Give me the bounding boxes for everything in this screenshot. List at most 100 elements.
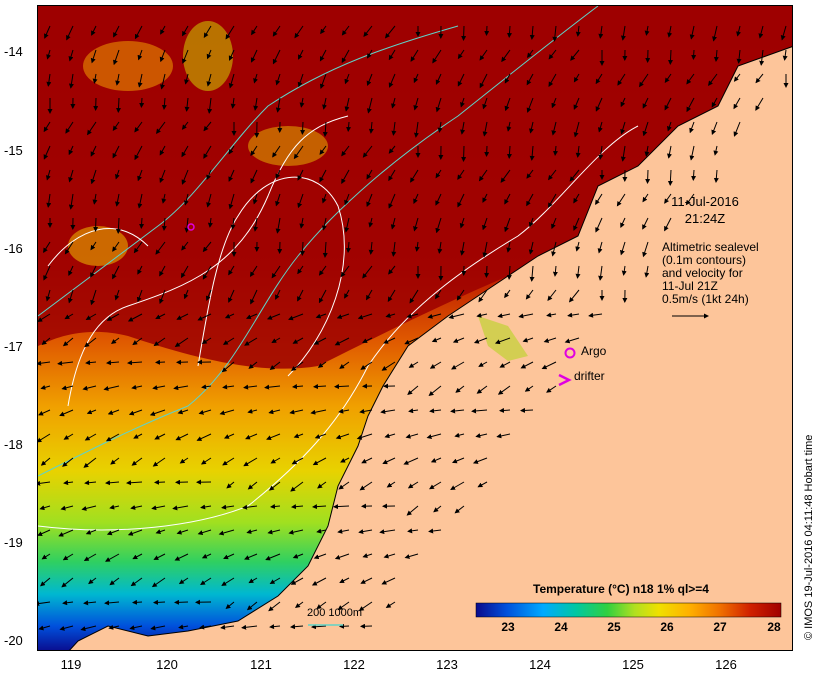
valid-date: 11-Jul-2016 <box>671 194 739 209</box>
velocity-arrow <box>46 193 52 208</box>
velocity-arrow <box>383 337 396 344</box>
velocity-arrow <box>344 193 350 206</box>
velocity-arrow <box>457 193 465 208</box>
x-tick: 124 <box>529 657 551 672</box>
velocity-arrow <box>103 385 120 391</box>
sst-map <box>37 5 793 651</box>
velocity-arrow <box>457 73 465 87</box>
velocity-arrow <box>476 385 488 394</box>
velocity-arrow <box>275 169 281 180</box>
velocity-arrow <box>201 337 212 344</box>
velocity-arrow <box>275 289 281 300</box>
velocity-arrow <box>664 73 672 84</box>
velocity-arrow <box>366 169 373 180</box>
velocity-arrow <box>598 265 604 281</box>
velocity-arrow <box>40 577 51 587</box>
velocity-arrow <box>152 457 166 467</box>
velocity-arrow <box>223 553 235 560</box>
velocity-arrow <box>344 217 350 233</box>
velocity-arrow <box>222 457 235 466</box>
velocity-arrow <box>410 49 419 62</box>
colorbar-tick: 25 <box>607 620 621 634</box>
argo-marker-small <box>187 223 195 231</box>
velocity-arrow <box>107 409 120 415</box>
velocity-arrow <box>620 145 626 162</box>
velocity-arrow <box>228 265 235 276</box>
velocity-arrow <box>758 25 764 39</box>
velocity-arrow <box>159 49 166 63</box>
velocity-arrow <box>83 600 97 606</box>
velocity-arrow <box>155 359 166 365</box>
velocity-arrow <box>293 433 304 439</box>
velocity-arrow <box>224 313 235 319</box>
velocity-arrow <box>139 217 145 229</box>
colorbar-tick: 26 <box>660 620 674 634</box>
velocity-arrow <box>334 337 350 346</box>
velocity-arrow <box>85 360 97 366</box>
velocity-arrow <box>381 577 396 585</box>
velocity-arrow <box>270 504 281 509</box>
velocity-arrow <box>130 577 143 587</box>
velocity-arrow <box>110 457 120 465</box>
velocity-arrow <box>407 481 419 489</box>
velocity-arrow <box>297 169 304 181</box>
velocity-arrow <box>181 25 189 37</box>
velocity-arrow <box>506 145 512 159</box>
velocity-arrow <box>388 49 396 61</box>
velocity-arrow <box>90 169 97 185</box>
legend-text: Altimetric sealevel (0.1m contours) and … <box>662 241 759 306</box>
velocity-arrow <box>68 193 74 210</box>
velocity-arrow <box>639 73 649 88</box>
x-tick: 123 <box>436 657 458 672</box>
velocity-arrow <box>497 385 511 395</box>
velocity-arrow <box>782 49 788 61</box>
warm-patch <box>68 226 128 266</box>
velocity-arrow <box>526 73 534 86</box>
velocity-arrow <box>250 169 258 184</box>
velocity-arrow <box>573 73 580 83</box>
velocity-arrow <box>112 265 120 280</box>
velocity-arrow <box>429 481 442 490</box>
velocity-arrow <box>57 360 74 366</box>
velocity-arrow <box>340 265 350 278</box>
x-tick: 120 <box>156 657 178 672</box>
velocity-arrow <box>44 25 51 39</box>
velocity-arrow <box>344 289 350 299</box>
velocity-arrow <box>183 193 189 206</box>
velocity-arrow <box>319 169 327 183</box>
velocity-arrow <box>159 265 166 277</box>
velocity-arrow <box>368 217 374 228</box>
velocity-arrow <box>524 385 534 392</box>
velocity-arrow <box>388 265 396 275</box>
velocity-arrow <box>105 480 120 486</box>
x-tick: 119 <box>60 657 82 672</box>
velocity-arrow <box>407 528 419 534</box>
velocity-arrow <box>223 433 235 439</box>
velocity-arrow <box>176 529 189 535</box>
gulf-water <box>478 316 528 361</box>
velocity-arrow <box>413 217 419 232</box>
velocity-arrow <box>322 97 327 110</box>
velocity-arrow <box>357 313 373 320</box>
velocity-arrow <box>58 529 74 537</box>
velocity-arrow <box>201 384 212 390</box>
velocity-arrow <box>91 25 97 36</box>
velocity-arrow <box>105 553 120 562</box>
velocity-arrow <box>248 577 258 584</box>
velocity-arrow <box>206 193 212 208</box>
velocity-arrow <box>548 49 557 60</box>
velocity-arrow <box>478 289 488 303</box>
velocity-arrow <box>80 625 97 632</box>
velocity-arrow <box>292 337 304 344</box>
legend-line: 0.5m/s (1kt 24h) <box>662 292 749 306</box>
velocity-arrow <box>244 337 258 346</box>
velocity-arrow <box>297 265 304 275</box>
velocity-arrow <box>46 49 52 60</box>
velocity-arrow <box>366 73 373 87</box>
velocity-arrow <box>137 265 143 275</box>
warm-patch <box>83 41 173 91</box>
velocity-arrow <box>269 481 281 491</box>
velocity-arrow <box>541 361 557 370</box>
velocity-arrow <box>313 553 327 560</box>
velocity-arrow <box>479 49 488 61</box>
